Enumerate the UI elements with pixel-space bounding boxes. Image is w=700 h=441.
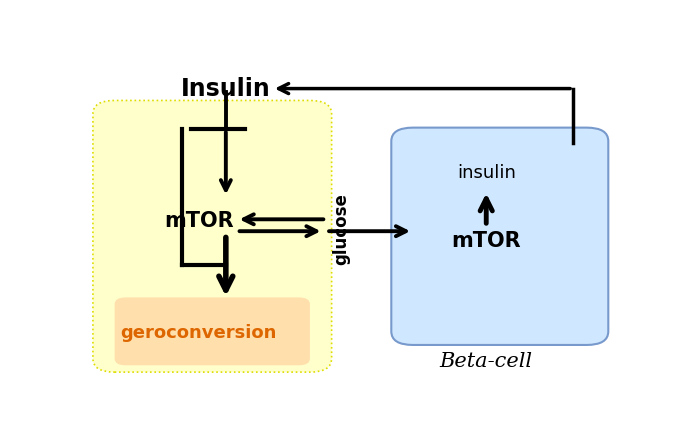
- Text: mTOR: mTOR: [164, 211, 234, 231]
- Text: insulin: insulin: [457, 164, 516, 183]
- Text: Βeta-cell: Βeta-cell: [440, 352, 533, 371]
- FancyBboxPatch shape: [115, 297, 310, 365]
- Text: mTOR: mTOR: [452, 232, 521, 251]
- Text: glucose: glucose: [332, 194, 351, 265]
- FancyBboxPatch shape: [391, 127, 608, 345]
- Text: geroconversion: geroconversion: [120, 324, 277, 342]
- FancyBboxPatch shape: [93, 101, 332, 372]
- Text: Insulin: Insulin: [181, 77, 271, 101]
